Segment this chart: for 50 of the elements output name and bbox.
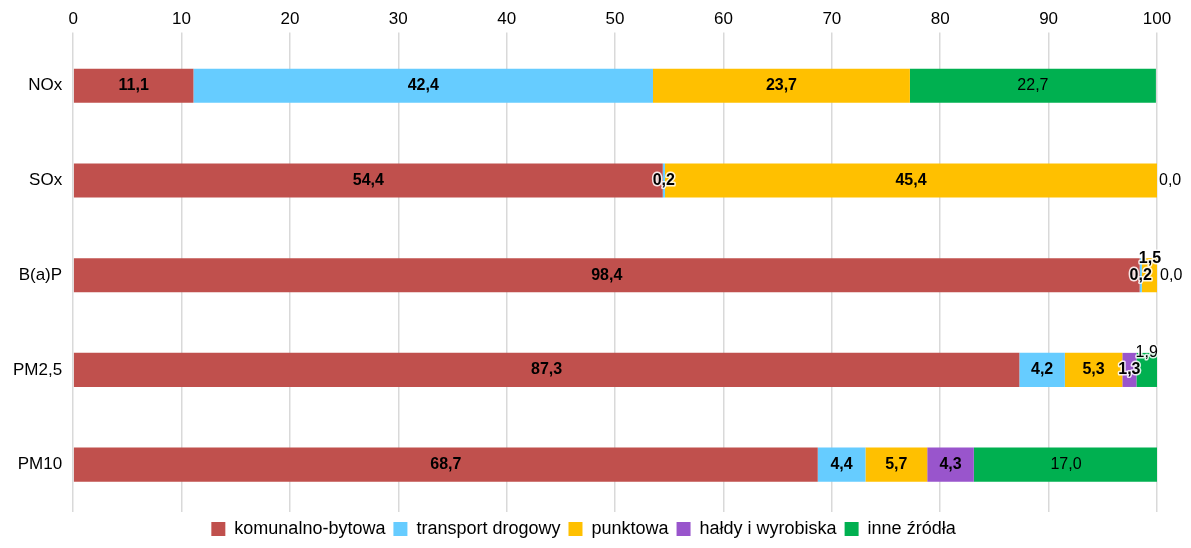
data-label: 45,4 — [895, 170, 927, 188]
data-label: 68,7 — [430, 455, 462, 473]
x-tick-label: 50 — [605, 8, 625, 28]
bar — [73, 447, 818, 482]
data-label: 4,4 — [830, 455, 853, 473]
y-tick-label: NOx — [28, 75, 63, 95]
data-label: 0,0 — [1160, 265, 1183, 283]
bar — [973, 447, 1157, 482]
x-tick-label: 0 — [68, 8, 78, 28]
x-tick-label: 20 — [280, 8, 300, 28]
x-tick-label: 40 — [497, 8, 517, 28]
data-label: 54,4 — [352, 170, 384, 188]
data-label: 4,2 — [1030, 360, 1054, 378]
x-tick-label: 100 — [1142, 8, 1172, 28]
data-label: 4,3 — [939, 455, 962, 473]
y-tick-label: PM2,5 — [12, 359, 63, 379]
legend-label: hałdy i wyrobiska — [699, 517, 838, 538]
x-tick-label: 10 — [172, 8, 191, 28]
bar — [865, 447, 928, 482]
data-label: 0,2 — [1129, 265, 1152, 283]
data-label: 11,1 — [118, 76, 149, 94]
bar — [73, 68, 194, 103]
data-label: 17,0 — [1050, 455, 1082, 473]
bar — [909, 68, 1156, 103]
data-label: 5,7 — [885, 455, 908, 473]
data-label: 98,4 — [591, 265, 623, 283]
x-tick-label: 70 — [822, 8, 842, 28]
legend-label: komunalno-bytowa — [234, 517, 387, 538]
bar — [927, 447, 974, 482]
bar — [653, 68, 910, 103]
y-tick-label: SOx — [29, 170, 63, 190]
bar — [73, 352, 1020, 387]
y-tick-label: B(a)P — [18, 264, 63, 284]
legend-label: inne źródła — [867, 517, 957, 538]
data-label: 23,7 — [765, 76, 798, 94]
data-label: 0,2 — [652, 170, 676, 188]
x-tick-label: 90 — [1039, 8, 1059, 28]
x-tick-label: 60 — [713, 8, 733, 28]
data-label: 42,4 — [407, 76, 439, 94]
bar — [193, 68, 653, 103]
data-label: 5,3 — [1082, 360, 1105, 378]
data-label: 87,3 — [531, 360, 563, 378]
data-label: 22,7 — [1017, 76, 1049, 94]
x-tick-label: 80 — [930, 8, 950, 28]
y-tick-label: PM10 — [17, 454, 63, 474]
legend-label: punktowa — [591, 517, 670, 538]
legend-label: transport drogowy — [416, 517, 561, 538]
bar — [1019, 352, 1065, 387]
x-tick-label: 30 — [388, 8, 408, 28]
data-label: 0,0 — [1159, 170, 1182, 188]
